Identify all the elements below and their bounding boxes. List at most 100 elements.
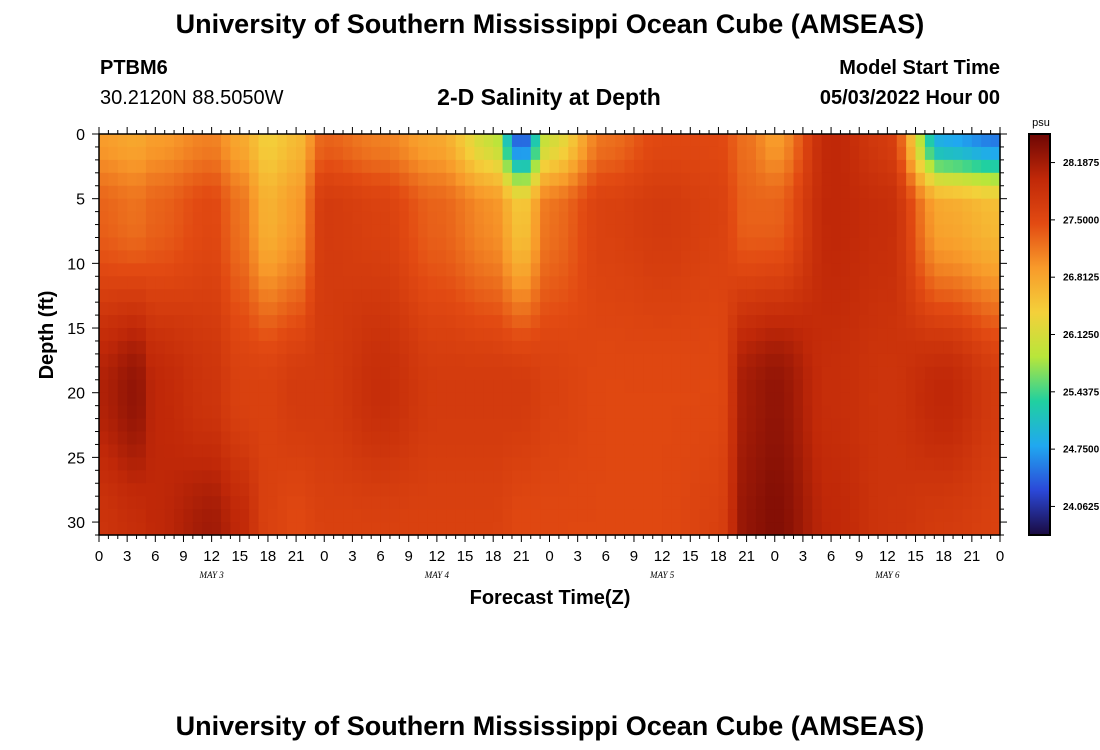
heatmap-cell: [727, 366, 738, 381]
heatmap-cell: [108, 496, 119, 510]
heatmap-cell: [239, 302, 250, 316]
heatmap-cell: [136, 172, 147, 187]
heatmap-cell: [446, 328, 457, 342]
heatmap-cell: [399, 302, 410, 316]
heatmap-cell: [117, 379, 128, 394]
heatmap-cell: [737, 198, 748, 213]
heatmap-cell: [380, 444, 391, 458]
heatmap-cell: [418, 509, 429, 523]
heatmap-cell: [774, 431, 785, 446]
heatmap-cell: [615, 134, 626, 148]
heatmap-cell: [324, 224, 335, 239]
heatmap-cell: [436, 457, 447, 471]
heatmap-cell: [605, 366, 616, 381]
heatmap-cell: [690, 289, 701, 303]
heatmap-cell: [755, 509, 766, 523]
heatmap-cell: [145, 146, 156, 161]
heatmap-cell: [596, 172, 607, 187]
heatmap-cell: [343, 172, 354, 187]
heatmap-cell: [971, 392, 982, 407]
heatmap-cell: [915, 263, 926, 277]
heatmap-cell: [671, 483, 682, 497]
heatmap-cell: [108, 444, 119, 458]
heatmap-cell: [352, 522, 363, 536]
heatmap-cell: [587, 496, 598, 510]
heatmap-cell: [896, 496, 907, 510]
heatmap-cell: [183, 159, 194, 174]
heatmap-cell: [296, 185, 307, 200]
heatmap-cell: [474, 353, 485, 368]
heatmap-cell: [117, 185, 128, 200]
heatmap-cell: [558, 457, 569, 471]
heatmap-cell: [784, 185, 795, 200]
heatmap-cell: [662, 328, 673, 342]
heatmap-cell: [887, 379, 898, 394]
heatmap-cell: [99, 353, 109, 368]
heatmap-cell: [371, 237, 382, 252]
heatmap-cell: [474, 211, 485, 226]
heatmap-cell: [793, 509, 804, 523]
x-tick-label: 0: [996, 548, 1004, 565]
heatmap-cell: [117, 392, 128, 407]
heatmap-cell: [540, 353, 551, 368]
heatmap-cell: [99, 224, 109, 239]
heatmap-cell: [643, 483, 654, 497]
heatmap-cell: [587, 211, 598, 226]
heatmap-cell: [324, 172, 335, 187]
heatmap-cell: [680, 483, 691, 497]
heatmap-cell: [474, 470, 485, 484]
heatmap-cell: [361, 418, 372, 433]
heatmap-cell: [784, 522, 795, 536]
heatmap-cell: [333, 302, 344, 316]
heatmap-cell: [521, 185, 532, 200]
heatmap-cell: [746, 418, 757, 433]
heatmap-cell: [549, 496, 560, 510]
heatmap-cell: [662, 172, 673, 187]
heatmap-cell: [896, 509, 907, 523]
heatmap-cell: [239, 444, 250, 458]
heatmap-cell: [540, 237, 551, 252]
heatmap-cell: [727, 263, 738, 277]
heatmap-cell: [192, 379, 203, 394]
heatmap-cell: [793, 211, 804, 226]
heatmap-cell: [333, 250, 344, 264]
heatmap-cell: [633, 353, 644, 368]
heatmap-cell: [915, 276, 926, 290]
heatmap-cell: [399, 134, 410, 148]
heatmap-cell: [765, 483, 776, 497]
heatmap-cell: [774, 457, 785, 471]
heatmap-cell: [174, 276, 185, 290]
heatmap-cell: [211, 353, 222, 368]
heatmap-cell: [211, 159, 222, 174]
heatmap-cell: [521, 496, 532, 510]
heatmap-cell: [596, 276, 607, 290]
heatmap-cell: [277, 134, 288, 148]
heatmap-cell: [380, 418, 391, 433]
heatmap-cell: [615, 522, 626, 536]
heatmap-cell: [793, 237, 804, 252]
heatmap-cell: [934, 146, 945, 161]
heatmap-cell: [361, 289, 372, 303]
heatmap-cell: [145, 431, 156, 446]
heatmap-cell: [699, 276, 710, 290]
heatmap-cell: [493, 444, 504, 458]
heatmap-cell: [887, 159, 898, 174]
heatmap-cell: [474, 302, 485, 316]
heatmap-cell: [662, 159, 673, 174]
heatmap-cell: [981, 522, 992, 536]
heatmap-cell: [877, 509, 888, 523]
heatmap-cell: [540, 470, 551, 484]
heatmap-cell: [718, 353, 729, 368]
heatmap-cell: [605, 250, 616, 264]
heatmap-cell: [924, 392, 935, 407]
heatmap-cell: [709, 185, 720, 200]
heatmap-cell: [727, 328, 738, 342]
heatmap-cell: [990, 315, 1001, 329]
heatmap-cell: [155, 263, 166, 277]
heatmap-cell: [155, 340, 166, 355]
heatmap-cell: [305, 224, 316, 239]
heatmap-cell: [887, 276, 898, 290]
heatmap-cell: [896, 134, 907, 148]
heatmap-cell: [127, 134, 138, 148]
heatmap-cell: [859, 134, 870, 148]
